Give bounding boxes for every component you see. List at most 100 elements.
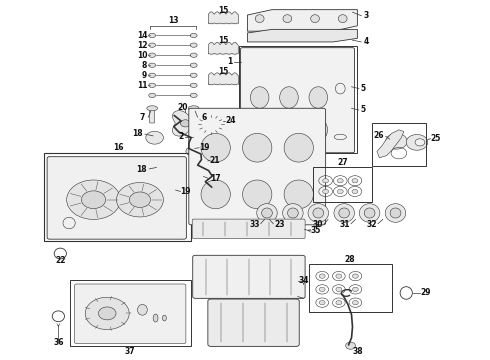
FancyBboxPatch shape: [191, 110, 196, 123]
FancyBboxPatch shape: [241, 48, 354, 153]
Text: 17: 17: [210, 174, 220, 183]
Ellipse shape: [138, 305, 147, 315]
Text: 14: 14: [137, 31, 147, 40]
Circle shape: [67, 180, 121, 220]
Ellipse shape: [188, 106, 199, 111]
Bar: [309, 264, 392, 312]
Circle shape: [345, 342, 355, 349]
Circle shape: [336, 287, 342, 292]
Ellipse shape: [338, 15, 347, 23]
Circle shape: [352, 179, 358, 183]
Ellipse shape: [288, 208, 298, 218]
Circle shape: [352, 287, 358, 292]
Ellipse shape: [190, 93, 197, 98]
Circle shape: [352, 301, 358, 305]
Text: 35: 35: [311, 226, 321, 235]
Ellipse shape: [250, 87, 269, 108]
Text: 30: 30: [313, 220, 323, 229]
Bar: [44, 153, 191, 241]
Ellipse shape: [283, 15, 292, 23]
Circle shape: [205, 120, 217, 129]
Circle shape: [406, 134, 428, 150]
Ellipse shape: [190, 63, 197, 67]
Ellipse shape: [283, 204, 303, 222]
Circle shape: [336, 274, 342, 278]
Ellipse shape: [390, 208, 401, 218]
Ellipse shape: [149, 43, 156, 47]
Text: 34: 34: [299, 276, 309, 285]
Text: 1: 1: [227, 57, 232, 66]
Circle shape: [323, 189, 329, 194]
Text: 2: 2: [178, 132, 183, 141]
Circle shape: [85, 297, 129, 329]
Circle shape: [415, 139, 425, 146]
Polygon shape: [247, 30, 357, 42]
Ellipse shape: [257, 204, 277, 222]
Ellipse shape: [147, 106, 158, 111]
Ellipse shape: [309, 87, 328, 108]
Circle shape: [146, 131, 163, 144]
Text: 33: 33: [249, 220, 260, 229]
Ellipse shape: [385, 204, 406, 222]
Text: 36: 36: [53, 338, 64, 347]
Text: 32: 32: [367, 220, 377, 229]
Circle shape: [194, 159, 208, 169]
Text: 24: 24: [225, 116, 236, 125]
FancyBboxPatch shape: [150, 110, 155, 123]
Text: 5: 5: [361, 105, 366, 114]
Ellipse shape: [154, 164, 162, 171]
Ellipse shape: [190, 83, 197, 87]
Circle shape: [352, 274, 358, 278]
Ellipse shape: [243, 134, 272, 162]
Bar: [70, 280, 191, 346]
Text: 22: 22: [55, 256, 66, 265]
Polygon shape: [247, 10, 357, 31]
Text: 12: 12: [137, 41, 147, 50]
Circle shape: [180, 120, 190, 127]
Text: 3: 3: [363, 11, 368, 20]
Text: 37: 37: [125, 347, 136, 356]
Circle shape: [319, 287, 325, 292]
Text: 10: 10: [137, 51, 147, 60]
Circle shape: [336, 301, 342, 305]
Ellipse shape: [190, 53, 197, 57]
Text: 9: 9: [142, 71, 147, 80]
Ellipse shape: [190, 73, 197, 77]
Ellipse shape: [149, 83, 156, 87]
Ellipse shape: [364, 208, 375, 218]
Ellipse shape: [359, 204, 380, 222]
Ellipse shape: [186, 147, 195, 155]
FancyBboxPatch shape: [189, 108, 326, 225]
Text: 8: 8: [142, 61, 147, 70]
Text: 4: 4: [363, 37, 368, 46]
Ellipse shape: [311, 15, 319, 23]
Ellipse shape: [162, 315, 166, 321]
Circle shape: [117, 183, 163, 217]
FancyBboxPatch shape: [208, 299, 299, 346]
Circle shape: [129, 192, 150, 207]
Text: 27: 27: [338, 158, 348, 167]
FancyBboxPatch shape: [193, 255, 305, 298]
Ellipse shape: [250, 119, 269, 140]
Text: 15: 15: [218, 6, 228, 15]
Ellipse shape: [284, 134, 314, 162]
Text: 5: 5: [361, 84, 366, 93]
Text: 20: 20: [178, 103, 188, 112]
Ellipse shape: [255, 15, 264, 23]
Circle shape: [98, 307, 116, 320]
Ellipse shape: [280, 119, 298, 140]
Circle shape: [319, 301, 325, 305]
Ellipse shape: [339, 208, 349, 218]
Ellipse shape: [243, 180, 272, 209]
Text: 23: 23: [274, 220, 285, 229]
Ellipse shape: [201, 134, 230, 162]
Ellipse shape: [149, 53, 156, 57]
Circle shape: [323, 179, 329, 183]
Bar: [372, 123, 426, 166]
Ellipse shape: [262, 208, 272, 218]
Circle shape: [319, 274, 325, 278]
Polygon shape: [172, 111, 204, 136]
Bar: [239, 45, 357, 153]
Text: 6: 6: [201, 113, 206, 122]
Circle shape: [199, 116, 222, 133]
